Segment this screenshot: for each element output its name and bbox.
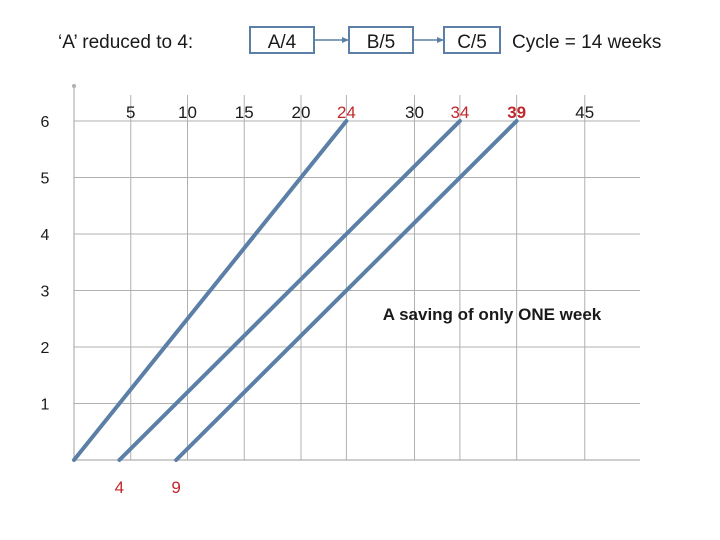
diagram-title: ‘A’ reduced to 4: — [58, 32, 193, 53]
series-line-2 — [117, 119, 462, 462]
stage-box-a — [249, 26, 315, 54]
x-tick-label: 20 — [292, 103, 311, 122]
bottom-label: 4 — [115, 478, 124, 497]
x-tick-label: 30 — [405, 103, 424, 122]
axes — [72, 84, 640, 461]
y-tick-label: 6 — [41, 114, 50, 131]
x-tick-label: 5 — [126, 103, 135, 122]
x-tick-label: 10 — [178, 103, 197, 122]
x-tick-label: 15 — [235, 103, 254, 122]
y-tick-label: 5 — [41, 171, 50, 188]
bottom-label: 9 — [171, 478, 180, 497]
y-axis-end — [72, 84, 76, 88]
y-tick-label: 1 — [41, 397, 50, 414]
stage-box-c — [443, 26, 501, 54]
x-tick-label: 39 — [507, 103, 526, 122]
x-tick-label: 24 — [337, 103, 356, 122]
stage-label-c: C/5 — [457, 32, 487, 53]
series-line-1 — [72, 119, 349, 462]
x-tick-labels: 5 10 15 20 24 30 34 39 45 — [126, 103, 594, 122]
stage-label-b: B/5 — [367, 32, 396, 53]
y-tick-label: 4 — [41, 227, 50, 244]
series-line-3 — [174, 119, 519, 462]
y-tick-labels: 1 2 3 4 5 6 — [41, 114, 50, 414]
stage-label-a: A/4 — [268, 32, 297, 53]
y-tick-label: 3 — [41, 284, 50, 301]
x-tick-label: 45 — [575, 103, 594, 122]
cycle-label: Cycle = 14 weeks — [512, 32, 661, 53]
stage-flow: A/4 B/5 C/5 — [249, 26, 501, 54]
y-tick-label: 2 — [41, 340, 50, 357]
series-lines — [72, 119, 519, 462]
x-tick-label: 34 — [450, 103, 469, 122]
annotation-text: A saving of only ONE week — [383, 305, 602, 324]
